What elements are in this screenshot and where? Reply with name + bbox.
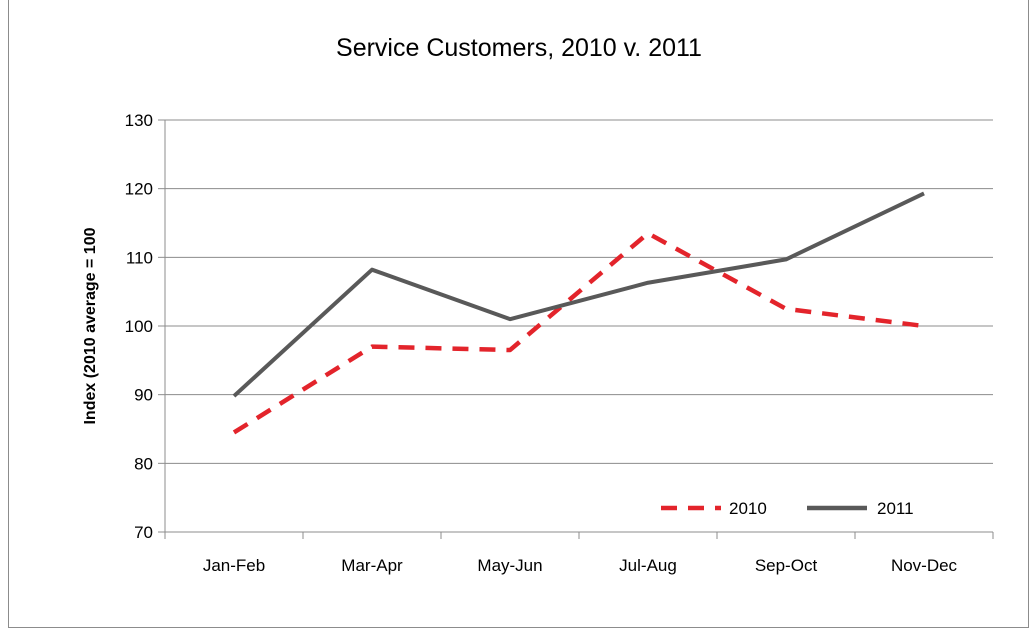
y-axis-ticks: 70 80 90 100 110 120 130 (125, 111, 153, 542)
x-tick-label: Nov-Dec (891, 556, 958, 575)
legend-label-2011: 2011 (877, 499, 914, 518)
x-tick-label: Jul-Aug (619, 556, 677, 575)
series-line-2011 (232, 191, 925, 398)
x-axis-ticks: Jan-Feb Mar-Apr May-Jun Jul-Aug Sep-Oct Nov-D… (164, 532, 994, 575)
x-tick-label: May-Jun (477, 556, 542, 575)
line-chart: Service Customers, 2010 v. 2011 70 80 90 10… (82, 34, 994, 575)
x-tick-label: Jan-Feb (203, 556, 265, 575)
y-tick-label: 80 (134, 454, 153, 473)
y-axis-title: Index (2010 average = 100 (82, 227, 99, 424)
series-line-2010 (232, 231, 925, 435)
legend: 2010 2011 (661, 499, 914, 518)
chart-frame: Service Customers, 2010 v. 2011 70 80 90 10… (8, 0, 1029, 628)
gridlines (158, 119, 993, 533)
series-lines (232, 191, 925, 435)
chart-title: Service Customers, 2010 v. 2011 (336, 34, 702, 62)
y-tick-label: 90 (134, 386, 153, 405)
y-tick-label: 120 (125, 180, 153, 199)
x-tick-label: Mar-Apr (341, 556, 403, 575)
y-tick-label: 110 (126, 248, 153, 267)
y-tick-label: 70 (134, 523, 153, 542)
y-tick-label: 100 (125, 317, 153, 336)
x-tick-label: Sep-Oct (755, 556, 818, 575)
legend-label-2010: 2010 (729, 499, 767, 518)
y-tick-label: 130 (125, 111, 153, 130)
